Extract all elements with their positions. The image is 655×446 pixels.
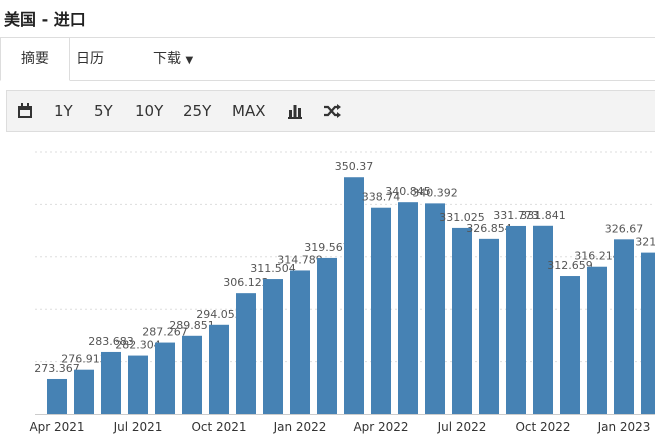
value-label: 312.659: [547, 259, 593, 272]
bar: [182, 335, 202, 414]
page-title: 美国 - 进口: [4, 10, 86, 29]
value-label: 306.122: [223, 276, 269, 289]
bar: [290, 270, 310, 414]
tab[interactable]: 下载 ▼: [153, 38, 193, 80]
bar: [398, 202, 418, 414]
value-label: 276.913: [61, 353, 107, 366]
caret: ▼: [185, 55, 194, 66]
x-tick-label: Oct 2022: [515, 420, 570, 434]
tab[interactable]: 日历: [76, 51, 104, 67]
value-label: 314.789: [277, 253, 323, 266]
toolbar: 1Y 5Y 10Y 25Y MAX: [6, 90, 655, 132]
bar: [479, 238, 499, 414]
value-label: 331.025: [439, 211, 485, 224]
bar: [317, 257, 337, 414]
bar: [47, 378, 67, 414]
x-tick-label: Jan 2023: [597, 420, 651, 434]
value-label: 350.37: [335, 160, 374, 173]
value-label: 289.851: [169, 319, 215, 332]
range-button[interactable]: 5Y: [94, 102, 113, 120]
value-label: 283.683: [88, 335, 134, 348]
value-label: 338.74: [362, 191, 401, 204]
bar: [209, 324, 229, 414]
tab-bar: 摘要 日历 下载 ▼: [0, 37, 655, 81]
bar: [128, 355, 148, 414]
x-tick-label: Apr 2022: [353, 420, 408, 434]
bar: [641, 252, 655, 414]
value-label: 311.504: [250, 262, 296, 275]
bar: [452, 227, 472, 414]
bar: [587, 266, 607, 414]
value-label: 331.773: [493, 209, 539, 222]
value-label: 282.304: [115, 339, 161, 352]
bar: [506, 225, 526, 414]
bar: [101, 351, 121, 414]
value-label: 319.567: [304, 241, 350, 254]
bar: [74, 369, 94, 414]
bar: [155, 342, 175, 414]
bar: [425, 203, 445, 414]
value-label: 287.267: [142, 326, 188, 339]
range-button[interactable]: 25Y: [183, 102, 212, 120]
range-button[interactable]: MAX: [232, 102, 266, 120]
x-tick-label: Jan 2022: [273, 420, 327, 434]
x-tick-label: Oct 2021: [191, 420, 246, 434]
bar: [533, 225, 553, 414]
value-label: 340.845: [385, 185, 431, 198]
x-tick-label: Apr 2021: [29, 420, 84, 434]
value-label: 321.6: [635, 236, 655, 249]
bar: [371, 207, 391, 414]
bar: [263, 279, 283, 414]
value-label: 273.367: [34, 362, 80, 375]
bar-chart-icon[interactable]: [287, 103, 303, 119]
x-tick-label: Jul 2022: [437, 420, 487, 434]
tab-label: 下载: [153, 51, 181, 67]
range-button[interactable]: 1Y: [54, 102, 73, 120]
value-label: 326.67: [605, 222, 644, 235]
bar: [614, 239, 634, 414]
value-label: 316.214: [574, 250, 620, 263]
x-tick-label: Jul 2021: [113, 420, 163, 434]
bar: [236, 293, 256, 414]
tab[interactable]: 摘要: [0, 37, 70, 81]
bar: [344, 177, 364, 414]
range-button[interactable]: 10Y: [135, 102, 164, 120]
value-label: 294.053: [196, 308, 242, 321]
calendar-icon[interactable]: [17, 103, 33, 119]
value-label: 331.841: [520, 209, 566, 222]
shuffle-icon[interactable]: [323, 103, 341, 119]
bar: [560, 276, 580, 414]
value-label: 340.392: [412, 186, 458, 199]
value-label: 326.854: [466, 222, 512, 235]
